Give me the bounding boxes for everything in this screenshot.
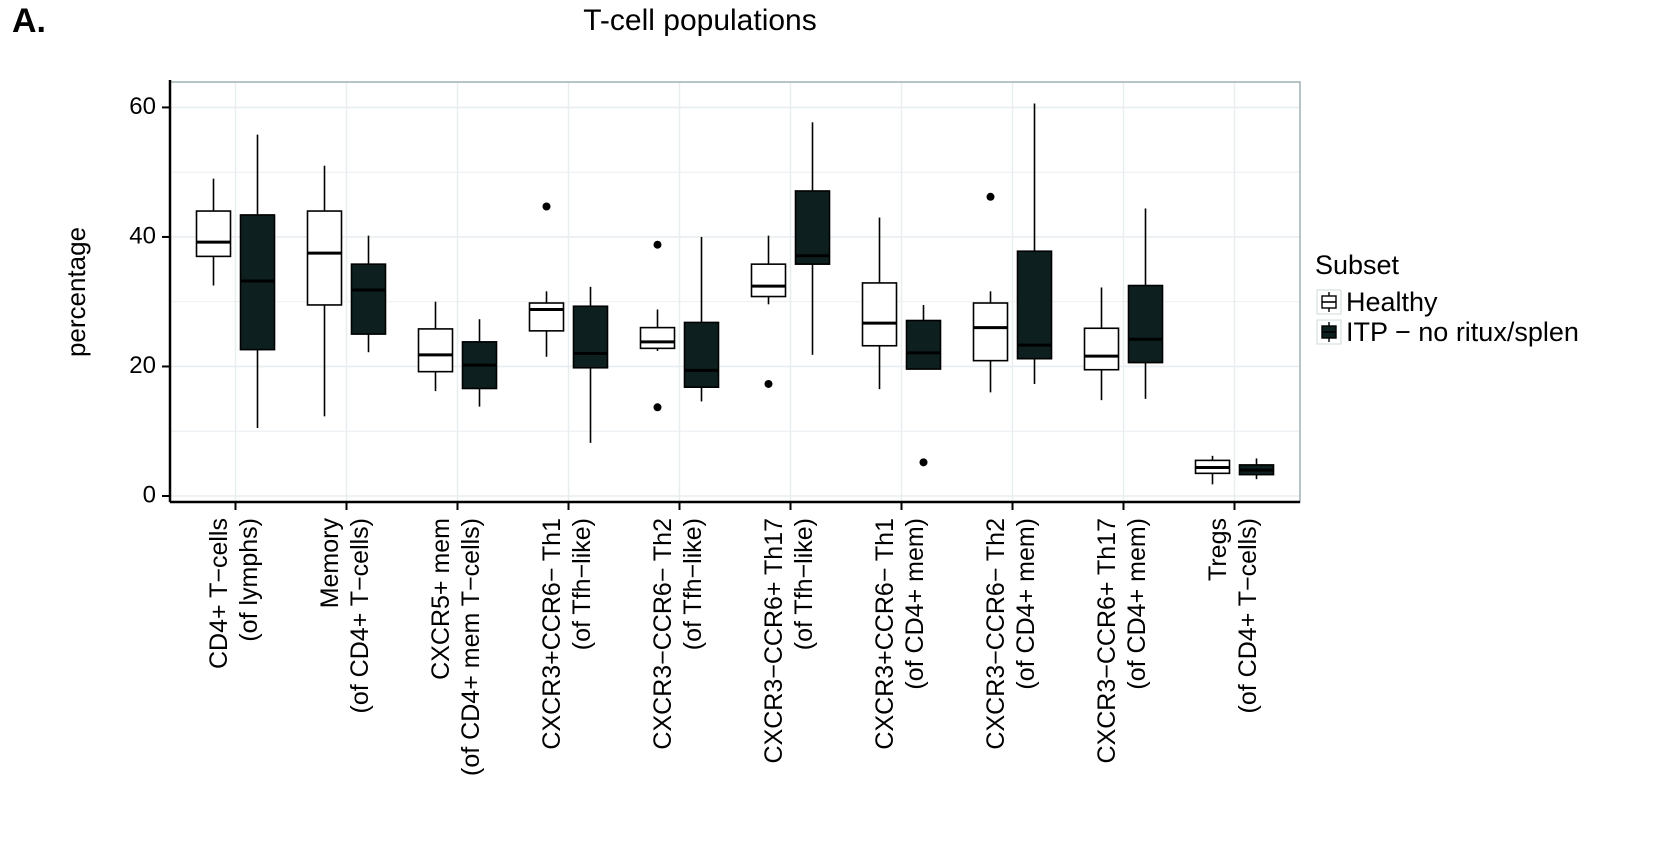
x-tick-label-line: (of CD4+ mem) [1012,518,1040,690]
chart-title: T-cell populations [583,4,817,37]
box-iqr [1083,327,1120,371]
box-itp [794,122,831,355]
box-iqr [861,282,898,347]
box-healthy [306,165,343,417]
box-iqr [528,302,565,332]
x-tick-label: Tregs (of CD4+ T−cells) [1204,518,1262,713]
x-tick-label-line: (of CD4+ mem) [1123,518,1151,690]
box-itp [461,319,498,407]
x-tick-label-line: CXCR3−CCR6+ Th17 [760,518,788,763]
box-iqr [794,190,831,265]
box-itp [683,236,720,402]
x-tick-label-line: (of CD4+ T−cells) [346,518,374,713]
box-iqr [683,321,720,389]
box-healthy [750,235,787,388]
box-iqr [972,302,1009,362]
x-tick-label-line: CXCR3−CCR6− Th2 [649,518,677,750]
box-iqr [1127,284,1164,364]
x-tick-label: CXCR3−CCR6− Th2 (of Tfh−like) [649,518,707,750]
box-healthy [1083,287,1120,401]
outlier-point [764,379,773,388]
box-itp [572,286,609,443]
box-iqr [306,210,343,306]
outlier-point [653,403,662,412]
x-tick-label-line: CXCR3+CCR6− Th1 [538,518,566,750]
legend-title: Subset [1315,250,1400,280]
box-itp [1238,458,1275,480]
outlier-point [542,202,551,211]
box-healthy [417,301,454,392]
x-tick-label-line: (of Tfh−like) [568,518,596,650]
box-iqr [572,305,609,369]
y-tick-label: 0 [143,481,156,508]
box-iqr [905,319,942,370]
legend-entry-label: Healthy [1346,287,1438,317]
box-series [195,103,1275,485]
legend-entry-label: ITP − no ritux/splen [1346,317,1579,347]
x-tick-label-line: CXCR3−CCR6+ Th17 [1093,518,1121,763]
x-tick-label: CXCR3−CCR6− Th2 (of CD4+ mem) [982,518,1040,750]
outlier-point [986,192,995,201]
box-healthy [861,217,898,390]
x-tick-label-line: (of CD4+ mem T−cells) [457,518,485,776]
y-axis-label: percentage [61,227,91,357]
box-iqr [195,210,232,258]
x-tick-label-line: (of CD4+ mem) [901,518,929,690]
box-iqr [639,326,676,350]
x-tick-label: CXCR3+CCR6− Th1 (of Tfh−like) [538,518,596,750]
x-tick-label: CXCR5+ mem (of CD4+ mem T−cells) [427,518,485,776]
x-tick-label-line: (of CD4+ T−cells) [1234,518,1262,713]
y-tick-label: 60 [129,93,156,120]
box-itp [350,235,387,353]
x-tick-label-line: (of Tfh−like) [790,518,818,650]
y-tick-label: 20 [129,352,156,379]
x-tick-label-line: CXCR3+CCR6− Th1 [871,518,899,750]
box-iqr [1016,250,1053,360]
box-itp [1127,208,1164,399]
panel-label: A. [12,2,46,40]
x-tick-label-line: CXCR5+ mem [427,518,455,680]
legend-item: Healthy [1316,287,1438,317]
box-iqr [417,328,454,373]
box-iqr [750,263,787,298]
outlier-point [653,240,662,249]
box-itp [1016,103,1053,384]
x-tick-label: Memory (of CD4+ T−cells) [316,518,374,714]
box-healthy [528,202,565,357]
box-itp [239,134,276,428]
legend-item: ITP − no ritux/splen [1316,317,1579,347]
x-tick-label: CD4+ T−cells (of lymphs) [205,518,263,669]
box-itp [905,304,942,467]
grid-lines [170,82,1300,502]
x-tick-label-line: CD4+ T−cells [205,518,233,669]
box-healthy [972,192,1009,393]
x-tick-label-line: CXCR3−CCR6− Th2 [982,518,1010,750]
box-healthy [195,178,232,286]
box-iqr [350,263,387,335]
x-tick-label: CXCR3−CCR6+ Th17 (of CD4+ mem) [1093,518,1151,763]
x-tick-label: CXCR3+CCR6− Th1 (of CD4+ mem) [871,518,929,750]
y-tick-label: 40 [129,222,156,249]
box-healthy [1194,455,1231,485]
x-tick-label-line: Memory [316,518,344,609]
outlier-point [919,458,928,467]
x-tick-label-line: Tregs [1204,518,1232,581]
x-tick-label-line: (of Tfh−like) [679,518,707,650]
x-tick-label-line: (of lymphs) [235,518,263,642]
box-healthy [639,240,676,412]
x-tick-label: CXCR3−CCR6+ Th17 (of Tfh−like) [760,518,818,763]
